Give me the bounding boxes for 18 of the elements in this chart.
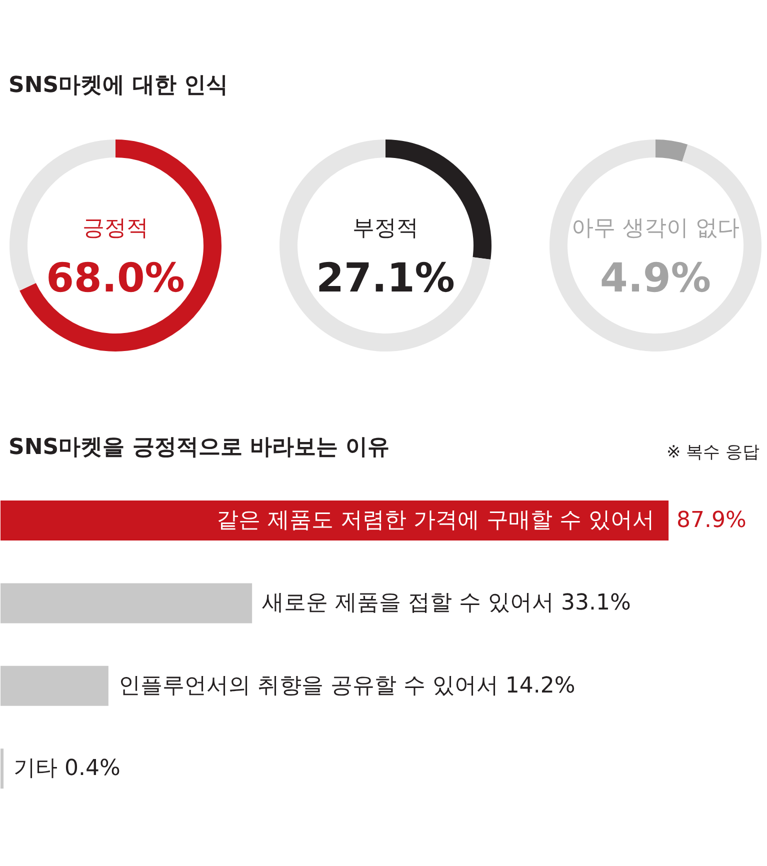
chart-title: SNS마켓에 대한 인식 bbox=[8, 73, 228, 98]
data-label: 27.1% bbox=[316, 256, 455, 302]
data-label: 87.9% bbox=[676, 508, 746, 533]
category-label: 인플루언서의 취향을 공유할 수 있어서 14.2% bbox=[118, 673, 576, 698]
data-label: 68.0% bbox=[46, 256, 185, 302]
category-label: 새로운 제품을 접할 수 있어서 33.1% bbox=[262, 590, 631, 616]
bar bbox=[0, 583, 252, 624]
category-label: 기타 0.4% bbox=[14, 756, 120, 782]
y-tick-label: 같은 제품도 저렴한 가격에 구매할 수 있어서 bbox=[216, 508, 655, 533]
bar bbox=[0, 666, 108, 706]
slice-label: 긍정적 bbox=[82, 216, 148, 241]
text: ※ 복수 응답 bbox=[666, 442, 760, 462]
data-label: 4.9% bbox=[600, 256, 711, 302]
chart-title: SNS마켓을 긍정적으로 바라보는 이유 bbox=[8, 435, 390, 460]
bar bbox=[0, 500, 669, 540]
slice-label: 부정적 bbox=[352, 216, 418, 241]
slice-label: 아무 생각이 없다 bbox=[572, 216, 740, 241]
bar bbox=[0, 748, 4, 789]
